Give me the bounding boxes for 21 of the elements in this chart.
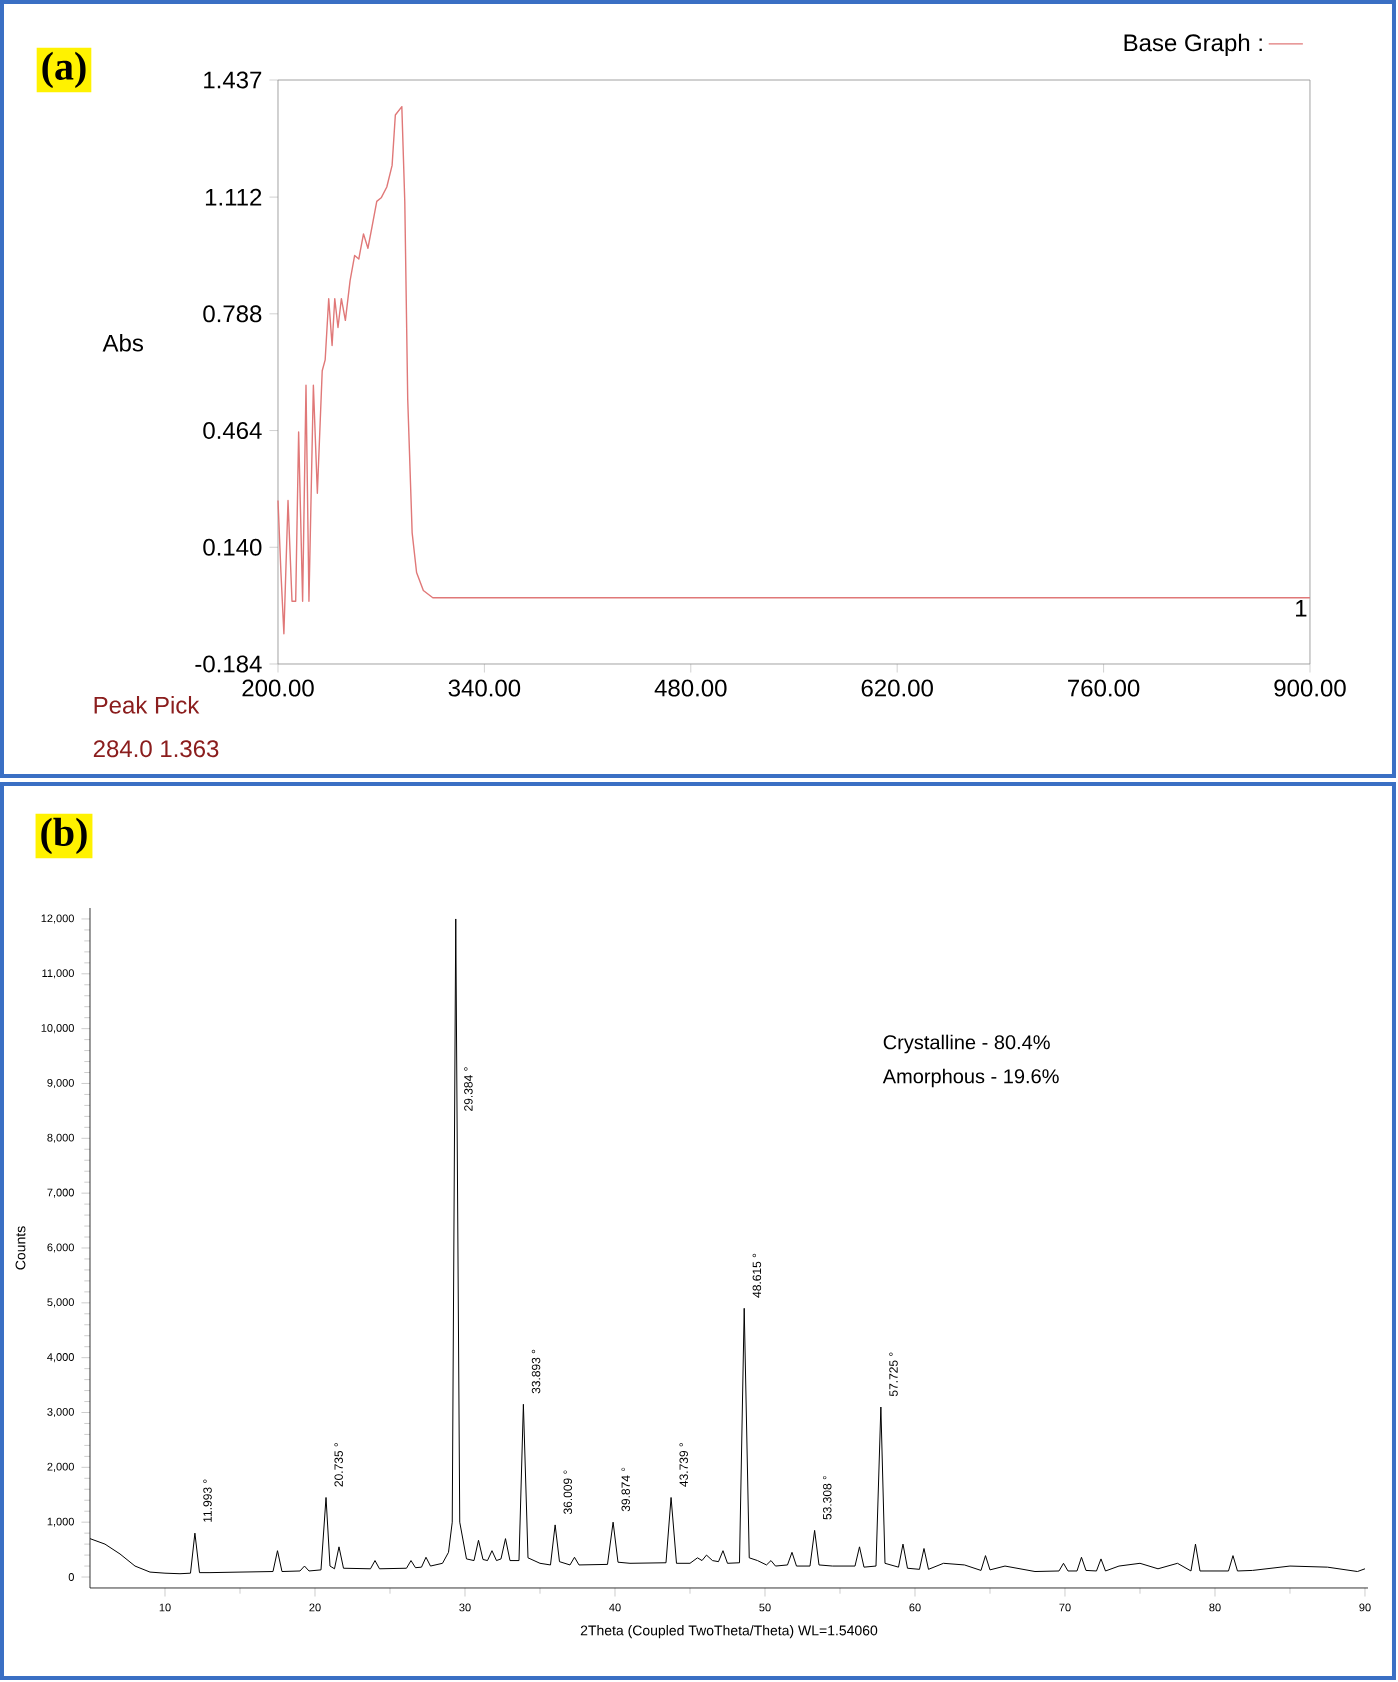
y-tick-label: 0.464 xyxy=(203,422,262,440)
annotation: Crystalline - 80.4% xyxy=(883,1034,1050,1054)
y-tick-label: -0.184 xyxy=(195,655,262,673)
legend-label: Base Graph : xyxy=(1124,33,1262,57)
y-tick-label: 0.140 xyxy=(203,538,262,556)
x-tick-label: 620.00 xyxy=(861,679,933,697)
x-tick-label: 900.00 xyxy=(1274,679,1346,697)
annotation: Amorphous - 19.6% xyxy=(882,1068,1059,1088)
y-tick-label: 0.788 xyxy=(203,305,262,323)
annotation: 1 xyxy=(1296,600,1307,617)
text: Peak Pick xyxy=(94,696,200,714)
y-tick-label: 1.437 xyxy=(204,71,262,89)
x-tick-label: 760.00 xyxy=(1068,679,1140,697)
x-tick-label: 200.00 xyxy=(242,679,314,697)
x-tick-label: 480.00 xyxy=(654,679,727,697)
y-tick-label: 1.112 xyxy=(205,188,262,206)
y-axis-title: Abs xyxy=(102,334,144,352)
chart-title: (b) xyxy=(41,817,87,855)
text: 284.0 1.363 xyxy=(93,740,219,758)
x-tick-label: 340.00 xyxy=(448,679,521,697)
chart-title: (a) xyxy=(42,51,86,89)
